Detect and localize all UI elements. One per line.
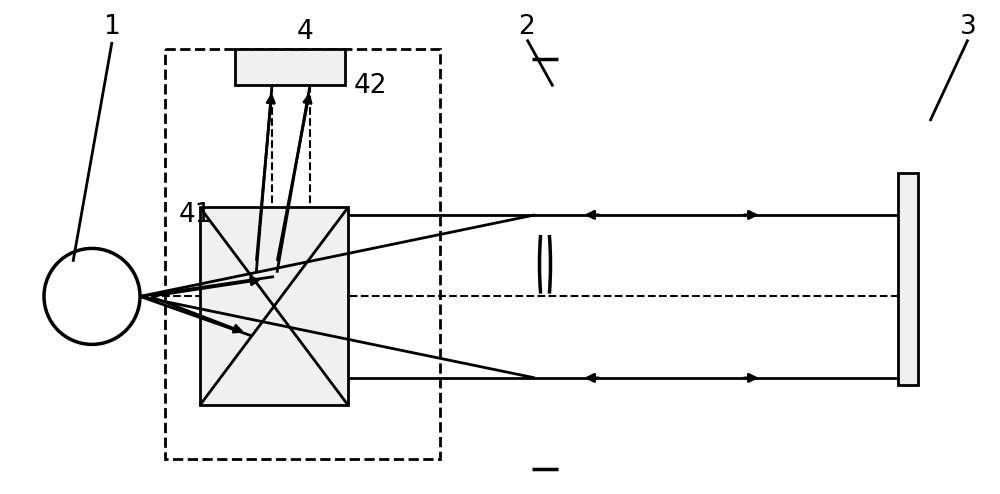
Text: 41: 41 [178,202,212,228]
Text: 3: 3 [960,14,976,40]
Bar [200,207,348,405]
Bar [165,49,440,459]
Text: 4: 4 [297,19,313,45]
Text: 2: 2 [519,14,535,40]
Text: 42: 42 [353,74,387,99]
Text: 1: 1 [104,14,120,40]
Bar [898,173,918,385]
Bar [235,49,345,85]
